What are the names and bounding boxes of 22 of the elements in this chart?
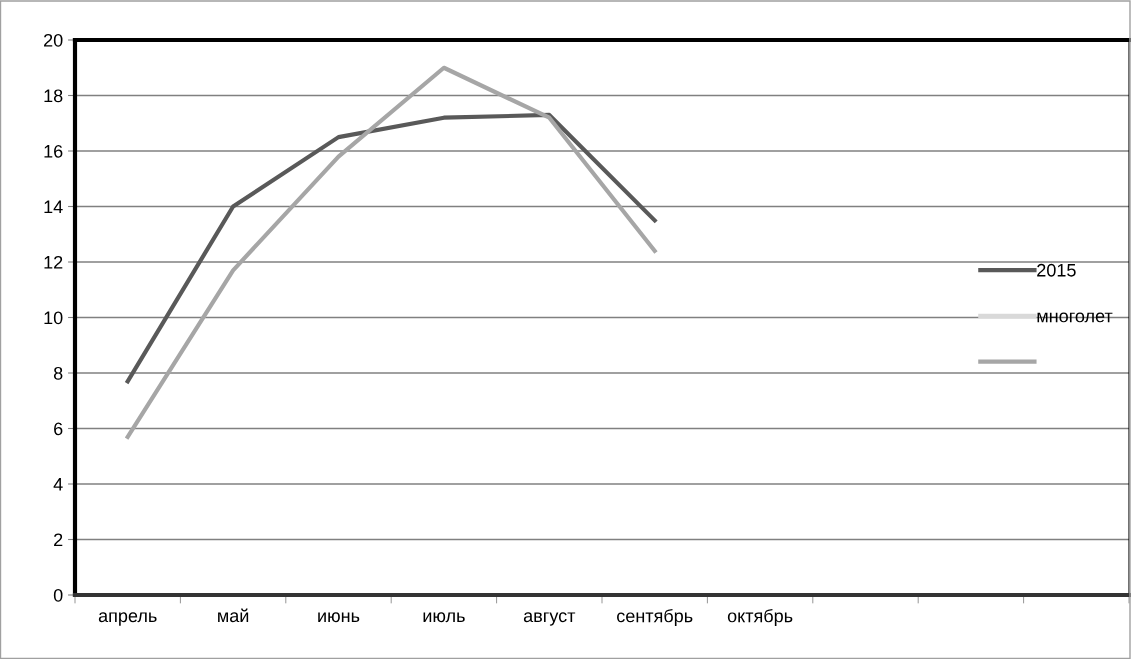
line-series xyxy=(125,112,657,384)
legend-label: многолет xyxy=(1037,312,1113,323)
x-tick-label: сентябрь xyxy=(617,608,693,626)
x-tick-label: июнь xyxy=(318,612,360,623)
y-tick-label: 18 xyxy=(44,89,63,103)
y-tick-label: 2 xyxy=(54,533,63,547)
y-tick-label: 0 xyxy=(53,588,63,602)
y-tick-label: 20 xyxy=(44,33,63,47)
legend-label: 2015 xyxy=(1037,263,1076,277)
y-tick-label: 14 xyxy=(44,200,63,214)
y-tick-label: 4 xyxy=(53,478,63,491)
y-tick-label: 16 xyxy=(44,144,63,158)
y-tick-label: 6 xyxy=(54,422,63,436)
y-tick-label: 8 xyxy=(53,366,63,380)
x-tick-label: октябрь xyxy=(727,608,793,626)
x-tick-label: июль xyxy=(423,612,465,623)
x-tick-label: май xyxy=(218,608,249,623)
line-series xyxy=(125,65,657,439)
y-tick-label: 12 xyxy=(44,255,63,269)
y-tick-label: 10 xyxy=(44,311,63,325)
x-tick-label: апрель xyxy=(98,612,157,626)
x-tick-label: август xyxy=(523,612,576,626)
